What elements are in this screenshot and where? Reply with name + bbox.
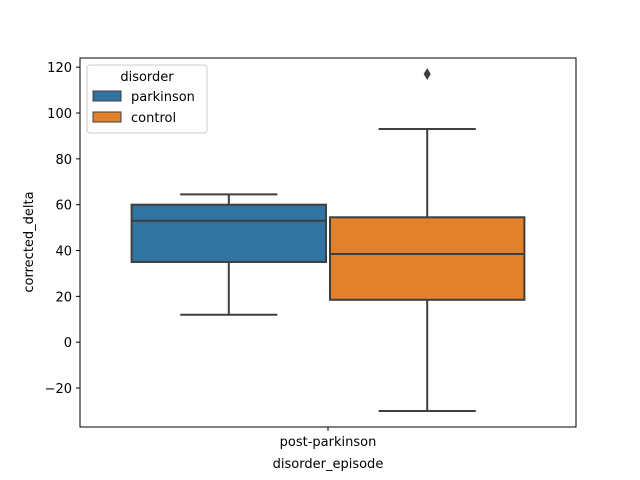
y-tick-label-60: 60: [55, 199, 72, 214]
box-parkinson: [130, 193, 327, 316]
box-control: [329, 68, 526, 412]
x-tick-label-0: post-parkinson: [280, 435, 377, 450]
y-tick-label-20: 20: [55, 290, 72, 305]
legend: disorder parkinson control: [86, 64, 208, 134]
legend-label-control: control: [131, 111, 176, 126]
legend-label-parkinson: parkinson: [131, 90, 195, 105]
outlier-control-0: [423, 68, 431, 81]
boxes-layer: [130, 68, 526, 412]
y-tick-label-120: 120: [47, 61, 72, 76]
y-tick-label-0: 0: [64, 336, 72, 351]
y-tick-label-100: 100: [47, 107, 72, 122]
legend-swatch-parkinson: [92, 90, 122, 102]
y-tick-label--20: −20: [45, 382, 72, 397]
x-axis-label: disorder_episode: [273, 457, 384, 472]
box-body-control: [329, 216, 526, 301]
axes-layer: −20 0 20 40 60 80 100 120 post-parkinson: [45, 57, 577, 450]
box-body-parkinson: [130, 203, 327, 263]
y-axis-label: corrected_delta: [22, 191, 37, 292]
y-tick-label-40: 40: [55, 245, 72, 260]
legend-title: disorder: [120, 70, 174, 85]
y-tick-label-80: 80: [55, 153, 72, 168]
legend-swatch-control: [92, 111, 122, 123]
